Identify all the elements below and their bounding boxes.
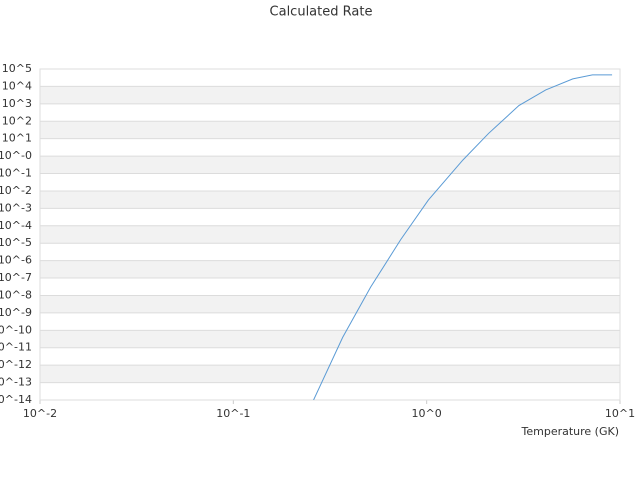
x-tick-label: 10^-2 bbox=[23, 407, 57, 420]
y-tick-label: 10^5 bbox=[2, 62, 32, 75]
grid-band bbox=[40, 330, 620, 348]
data-line bbox=[313, 74, 613, 400]
y-tick-label: 10^-9 bbox=[0, 306, 32, 319]
x-tick-label: 10^-1 bbox=[216, 407, 250, 420]
grid-band bbox=[40, 156, 620, 174]
grid-band bbox=[40, 295, 620, 313]
y-tick-label: 10^-2 bbox=[0, 184, 32, 197]
grid-band bbox=[40, 365, 620, 383]
chart-title: Calculated Rate bbox=[270, 5, 373, 20]
grid-band bbox=[40, 225, 620, 244]
bands bbox=[40, 86, 620, 383]
y-tick-label: 10^-3 bbox=[0, 201, 32, 214]
x-axis-label: Temperature (GK) bbox=[521, 425, 620, 438]
y-tick-label: 10^-14 bbox=[0, 393, 32, 406]
y-tick-label: 10^4 bbox=[2, 79, 32, 92]
grid-band bbox=[40, 190, 620, 209]
y-tick-label: 10^-7 bbox=[0, 271, 32, 284]
x-tick-label: 10^1 bbox=[605, 407, 635, 420]
grid-band bbox=[40, 121, 620, 139]
y-tick-label: 10^-11 bbox=[0, 341, 32, 354]
y-tick-label: 10^-6 bbox=[0, 254, 32, 267]
grid-band bbox=[40, 86, 620, 104]
y-tick-label: 10^-0 bbox=[0, 149, 32, 162]
y-tick-label: 10^-1 bbox=[0, 167, 32, 180]
grid-band bbox=[40, 260, 620, 279]
y-tick-label: 10^1 bbox=[2, 132, 32, 145]
y-tick-label: 10^-4 bbox=[0, 219, 32, 232]
y-tick-label: 10^2 bbox=[2, 114, 32, 127]
y-tick-label: 10^-13 bbox=[0, 376, 32, 389]
y-tick-label: 10^-10 bbox=[0, 323, 32, 336]
y-tick-label: 10^-5 bbox=[0, 236, 32, 249]
x-tick-label: 10^0 bbox=[412, 407, 442, 420]
plot-frame bbox=[39, 68, 621, 401]
y-tick-label: 10^-12 bbox=[0, 358, 32, 371]
y-tick-label: 10^3 bbox=[2, 97, 32, 110]
y-tick-label: 10^-8 bbox=[0, 288, 32, 301]
